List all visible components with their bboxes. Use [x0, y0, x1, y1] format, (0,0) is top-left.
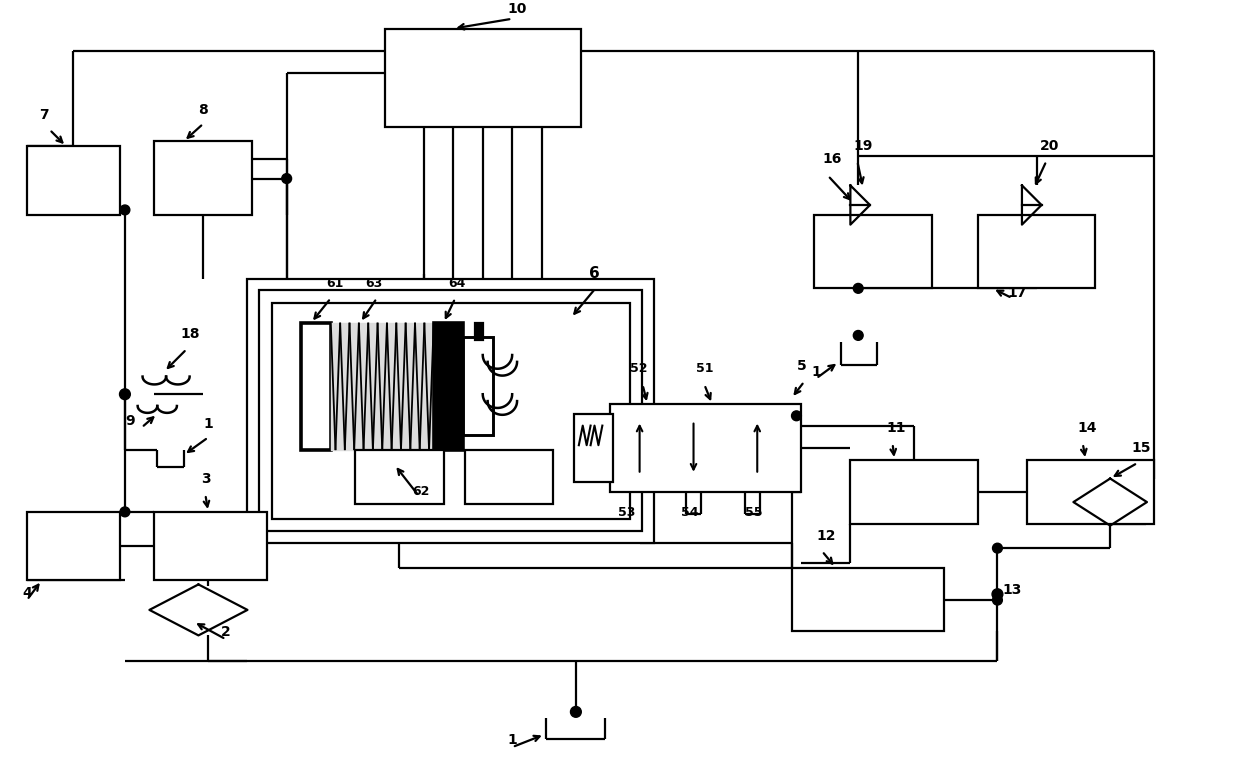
Circle shape	[119, 389, 130, 400]
Bar	[248, 279, 655, 543]
Bar	[384, 29, 580, 126]
Text: 18: 18	[181, 327, 201, 341]
Text: 2: 2	[221, 625, 231, 639]
Text: 53: 53	[618, 506, 635, 518]
Text: 3: 3	[201, 473, 211, 487]
Circle shape	[570, 706, 582, 717]
Bar	[154, 512, 267, 580]
Text: 14: 14	[1078, 421, 1097, 435]
Text: 5: 5	[796, 359, 806, 372]
Text: 16: 16	[822, 152, 841, 166]
Bar	[301, 323, 331, 450]
Circle shape	[853, 283, 863, 293]
Bar	[1027, 460, 1154, 524]
Text: 64: 64	[449, 277, 466, 290]
Bar	[259, 290, 641, 532]
Text: 10: 10	[507, 2, 527, 16]
Circle shape	[120, 205, 130, 215]
Circle shape	[791, 411, 801, 421]
Text: 19: 19	[853, 139, 873, 153]
Text: 1: 1	[203, 417, 213, 431]
Circle shape	[120, 507, 130, 517]
Text: 52: 52	[630, 362, 647, 375]
Circle shape	[992, 543, 1002, 553]
Bar	[610, 404, 801, 492]
Text: 11: 11	[887, 421, 906, 435]
Text: 15: 15	[1132, 441, 1151, 455]
Text: 62: 62	[412, 485, 429, 498]
Text: 1: 1	[811, 365, 821, 379]
Bar	[464, 338, 492, 435]
Bar	[356, 450, 444, 504]
Bar	[815, 215, 931, 289]
Text: 4: 4	[22, 586, 32, 600]
Bar	[791, 568, 944, 632]
Text: 63: 63	[365, 277, 382, 290]
Text: 13: 13	[1002, 584, 1022, 598]
Text: 6: 6	[589, 265, 599, 280]
Bar	[851, 460, 978, 524]
Bar	[27, 512, 120, 580]
Text: 17: 17	[1007, 286, 1027, 300]
Circle shape	[281, 174, 291, 183]
Bar	[574, 414, 613, 483]
Text: 61: 61	[326, 277, 343, 290]
Text: 12: 12	[816, 529, 836, 543]
Bar	[465, 450, 553, 504]
Text: 55: 55	[745, 506, 763, 518]
Bar	[272, 303, 630, 518]
Circle shape	[992, 589, 1003, 600]
Text: 9: 9	[125, 414, 135, 428]
Bar	[154, 141, 253, 215]
Text: 54: 54	[681, 506, 698, 518]
Text: 20: 20	[1039, 139, 1059, 153]
Bar	[475, 323, 482, 341]
Circle shape	[853, 331, 863, 341]
Bar	[978, 215, 1095, 289]
Bar	[27, 146, 120, 215]
Bar	[434, 323, 464, 450]
Text: 8: 8	[198, 102, 208, 116]
Circle shape	[992, 595, 1002, 605]
Text: 51: 51	[697, 362, 714, 375]
Text: 7: 7	[40, 108, 50, 122]
Text: 1: 1	[507, 733, 517, 747]
